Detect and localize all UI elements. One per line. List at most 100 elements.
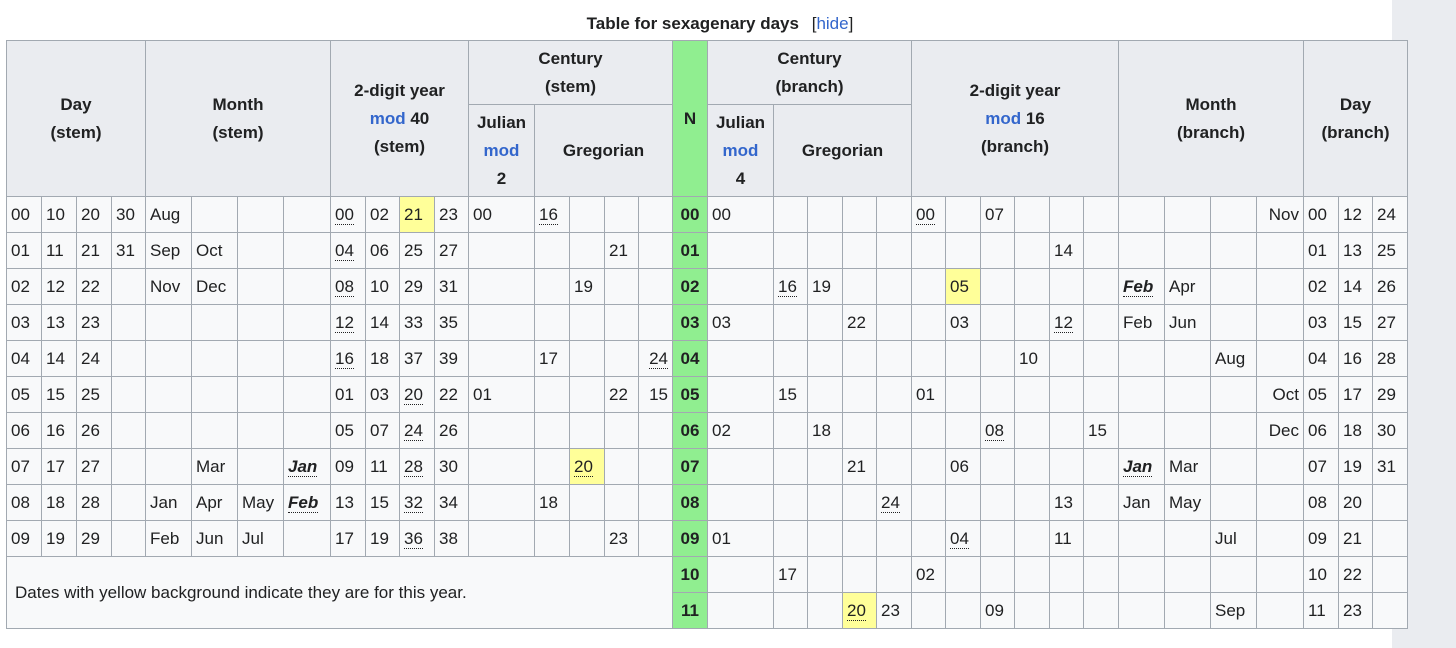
table-cell — [1210, 304, 1257, 341]
table-cell: 24 — [876, 484, 912, 521]
table-cell — [842, 232, 877, 269]
cell-value: 30 — [439, 456, 458, 476]
table-cell: 22 — [434, 376, 469, 413]
cell-value: 02 — [680, 276, 700, 296]
table-cell — [534, 268, 570, 305]
cell-value: 20 — [1343, 492, 1362, 512]
table-cell — [569, 196, 605, 233]
cell-value: 25 — [404, 240, 423, 260]
table-cell: 09 — [1303, 520, 1339, 557]
cell-value: 16 — [335, 348, 354, 369]
table-cell — [807, 376, 843, 413]
table-cell — [1083, 340, 1119, 377]
table-cell: 03 — [6, 304, 42, 341]
table-cell — [911, 448, 946, 485]
cell-value: 21 — [847, 456, 866, 476]
table-cell — [569, 484, 605, 521]
table-cell: 01 — [330, 376, 366, 413]
cell-value: 23 — [1343, 600, 1362, 620]
table-cell: 28 — [1372, 340, 1408, 377]
mod-link-stem[interactable]: mod — [369, 108, 406, 128]
table-cell — [773, 412, 808, 449]
table-cell — [191, 304, 238, 341]
table-cell — [773, 592, 808, 629]
table-cell — [1118, 196, 1165, 233]
table-cell: 25 — [1372, 232, 1408, 269]
table-cell: 07 — [980, 196, 1015, 233]
table-cell — [638, 520, 673, 557]
hide-toggle: [hide] — [812, 14, 854, 33]
table-cell — [1164, 232, 1211, 269]
cell-value: 22 — [1343, 564, 1362, 584]
table-cell — [534, 232, 570, 269]
table-cell: 17 — [330, 520, 366, 557]
table-cell: 06 — [945, 448, 981, 485]
table-cell: 29 — [76, 520, 112, 557]
table-cell — [807, 520, 843, 557]
mod-link-julian-branch[interactable]: mod — [722, 140, 759, 160]
table-cell — [1083, 376, 1119, 413]
table-cell: May — [1164, 484, 1211, 521]
cell-value: 14 — [1054, 240, 1073, 260]
table-cell — [1256, 304, 1304, 341]
table-cell — [807, 484, 843, 521]
cell-value: 15 — [46, 384, 65, 404]
cell-value: 13 — [335, 492, 354, 512]
cell-value: Nov — [150, 276, 181, 296]
cell-value: 05 — [1308, 384, 1327, 404]
hide-link[interactable]: hide — [816, 14, 849, 33]
cell-value: Mar — [196, 456, 226, 476]
table-cell — [1210, 484, 1257, 521]
table-row: 04 14 24 16 18 37 39 17 24 04 10 Aug 04 16 28 — [6, 340, 1408, 377]
table-cell: 06 — [6, 412, 42, 449]
cell-value: 25 — [81, 384, 100, 404]
cell-value: 17 — [1343, 384, 1362, 404]
table-cell — [604, 268, 639, 305]
table-cell: Sep — [1210, 592, 1257, 629]
table-cell — [111, 484, 146, 521]
cell-value: Feb — [1123, 276, 1154, 297]
table-cell: 20 — [1338, 484, 1373, 521]
table-cell — [945, 232, 981, 269]
mod-link-branch[interactable]: mod — [985, 108, 1022, 128]
table-cell — [604, 448, 639, 485]
table-cell — [1118, 592, 1165, 629]
table-cell — [1118, 232, 1165, 269]
cell-value: 06 — [680, 420, 700, 440]
table-cell — [1164, 520, 1211, 557]
table-cell — [237, 304, 284, 341]
table-cell: 18 — [1338, 412, 1373, 449]
table-cell: Sep — [145, 232, 192, 269]
cell-value: 10 — [370, 276, 389, 296]
table-cell — [1083, 520, 1119, 557]
table-cell — [911, 340, 946, 377]
table-cell — [1083, 592, 1119, 629]
cell-value: 01 — [335, 384, 354, 404]
cell-value: Feb — [1123, 312, 1153, 332]
cell-value: 14 — [46, 348, 65, 368]
mod-link-julian-stem[interactable]: mod — [483, 140, 520, 160]
table-cell — [842, 340, 877, 377]
cell-value: 12 — [1343, 204, 1362, 224]
table-cell — [1083, 196, 1119, 233]
table-cell: 16 — [1338, 340, 1373, 377]
cell-value: 20 — [404, 384, 423, 405]
header-day-branch: Day (branch) — [1303, 40, 1408, 197]
header-n: N — [672, 40, 708, 197]
table-cell — [534, 304, 570, 341]
cell-value: 09 — [11, 528, 30, 548]
cell-value: 31 — [439, 276, 458, 296]
table-cell: 27 — [76, 448, 112, 485]
table-cell — [111, 376, 146, 413]
cell-value: Feb — [150, 528, 180, 548]
table-cell: Oct — [191, 232, 238, 269]
table-row: 09 19 29 Feb Jun Jul 17 19 36 38 23 09 01 04 11 Jul 09 21 — [6, 520, 1408, 557]
table-cell: Nov — [145, 268, 192, 305]
table-cell — [1049, 196, 1084, 233]
table-cell — [1049, 268, 1084, 305]
cell-value: 11 — [1054, 528, 1072, 548]
cell-value: 31 — [116, 240, 135, 260]
table-cell — [604, 196, 639, 233]
cell-value: 21 — [404, 204, 423, 224]
table-row: 08 18 28 Jan Apr May Feb 13 15 32 34 18 08 24 13 Jan May… — [6, 484, 1408, 521]
